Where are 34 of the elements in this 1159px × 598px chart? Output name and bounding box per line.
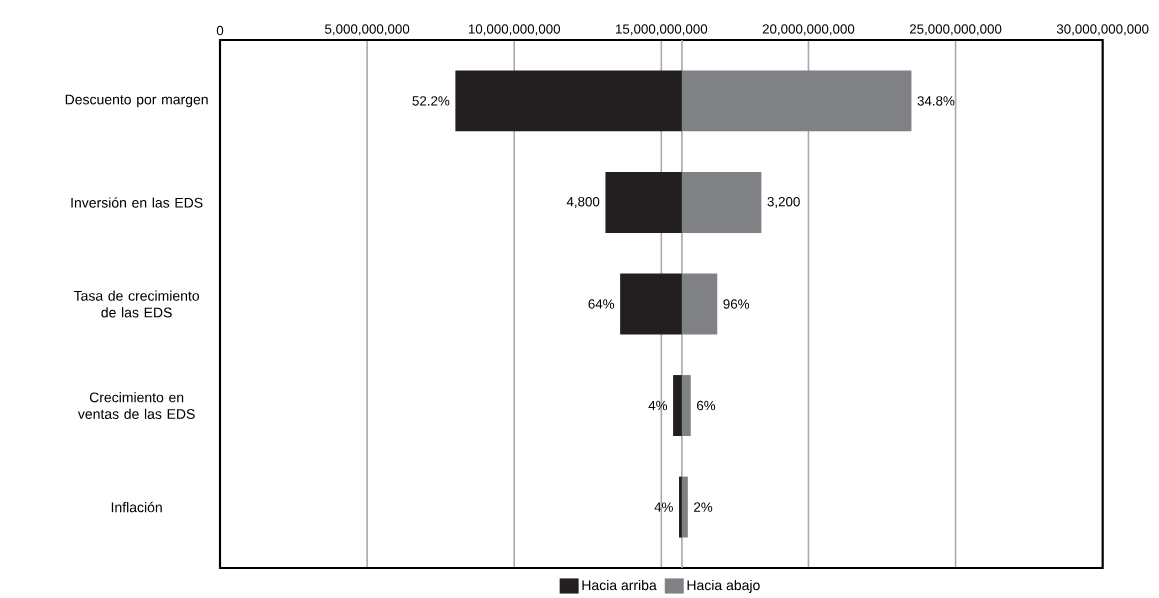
bar <box>605 171 682 233</box>
y-tick-label: Crecimiento en ventas de las EDS <box>77 392 195 420</box>
legend-label: Hacia abajo <box>687 579 760 593</box>
bar <box>678 476 682 538</box>
annotation: 4,800 <box>566 196 600 208</box>
annotation: 52.2% <box>412 96 450 106</box>
y-tick-label: Inversión en las EDS <box>71 197 203 208</box>
bar <box>681 476 688 538</box>
annotation: 6% <box>697 400 716 411</box>
annotation: 34.8% <box>917 96 955 106</box>
bar <box>681 273 718 335</box>
x-tick-label: 0 <box>216 25 224 36</box>
x-tick-label: 15,000,000,000 <box>616 24 708 36</box>
x-tick-label: 25,000,000,000 <box>909 24 1002 36</box>
annotation: 96% <box>723 299 750 309</box>
x-tick-label: 5,000,000,000 <box>325 24 410 36</box>
annotation: 4% <box>648 400 668 411</box>
legend-label: Hacia arriba <box>582 579 657 591</box>
x-tick-label: 20,000,000,000 <box>762 24 855 36</box>
bar <box>620 273 682 335</box>
bar <box>673 375 682 436</box>
bar <box>681 70 912 132</box>
bar <box>681 375 691 436</box>
x-tick-label: 10,000,000,000 <box>468 24 561 36</box>
bar <box>681 171 762 233</box>
bar <box>455 70 682 132</box>
annotation: 3,200 <box>767 196 800 208</box>
x-tick-label: 30,000,000,000 <box>1056 24 1149 36</box>
annotation: 2% <box>694 502 713 512</box>
y-tick-label: Descuento por margen <box>65 94 208 108</box>
annotation: 64% <box>588 299 615 309</box>
annotation: 4% <box>654 502 673 512</box>
y-tick-label: Inflación <box>111 501 162 513</box>
y-tick-label: Tasa de crecimiento de las EDS <box>73 290 200 318</box>
